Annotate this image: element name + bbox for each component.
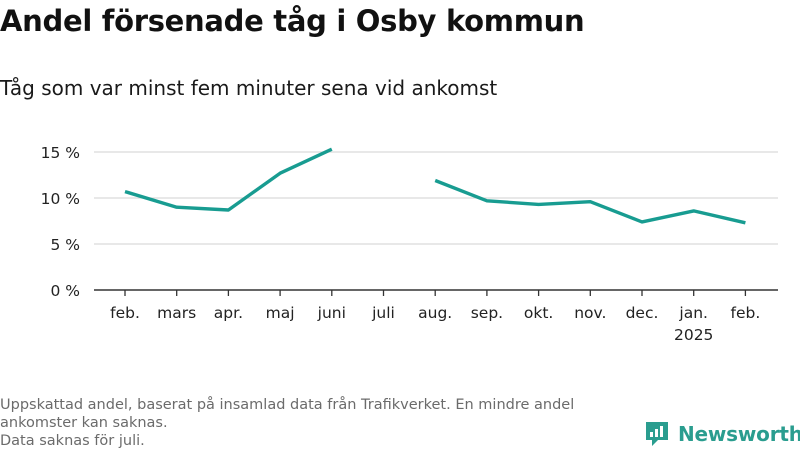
chart-subtitle: Tåg som var minst fem minuter sena vid a… (0, 76, 498, 100)
footnote-source: Uppskattad andel, baserat på insamlad da… (0, 397, 575, 431)
x-tick-label: maj (266, 304, 295, 322)
series-line-segment (434, 178, 746, 225)
footnote-missing-data: Data saknas för juli. (0, 433, 145, 449)
x-tick-label: juli (371, 304, 395, 322)
x-tick-label: juni (317, 304, 346, 322)
chart-title: Andel försenade tåg i Osby kommun (0, 4, 585, 38)
series-line-segment (124, 147, 333, 212)
x-tick-label: mars (157, 304, 196, 322)
y-axis-tick-labels: 0 % 5 % 10 % 15 % (41, 144, 80, 300)
x-axis (94, 289, 778, 296)
x-tick-label: feb. (110, 304, 140, 322)
x-tick-label: okt. (524, 304, 553, 322)
x-year-label: 2025 (674, 326, 713, 344)
x-tick-label: feb. (731, 304, 761, 322)
x-tick-label: dec. (626, 304, 659, 322)
x-tick-label: sep. (471, 304, 503, 322)
y-tick-label: 5 % (50, 236, 80, 254)
y-tick-label: 10 % (41, 190, 80, 208)
footnote: Uppskattad andel, baserat på insamlad da… (0, 396, 640, 450)
grid-lines (94, 151, 778, 245)
series-lines (124, 147, 746, 225)
x-tick-label: jan. (678, 304, 708, 322)
y-tick-label: 0 % (50, 282, 80, 300)
newsworthy-brand: Newsworthy (644, 420, 800, 448)
x-tick-label: nov. (574, 304, 606, 322)
x-tick-label: apr. (214, 304, 243, 322)
y-tick-label: 15 % (41, 144, 80, 162)
x-tick-label: aug. (418, 304, 452, 322)
brand-name: Newsworthy (678, 422, 800, 446)
newsworthy-logo-icon (646, 422, 668, 446)
x-axis-tick-labels: feb. mars apr. maj juni juli aug. sep. okt. nov. d… (110, 304, 760, 344)
